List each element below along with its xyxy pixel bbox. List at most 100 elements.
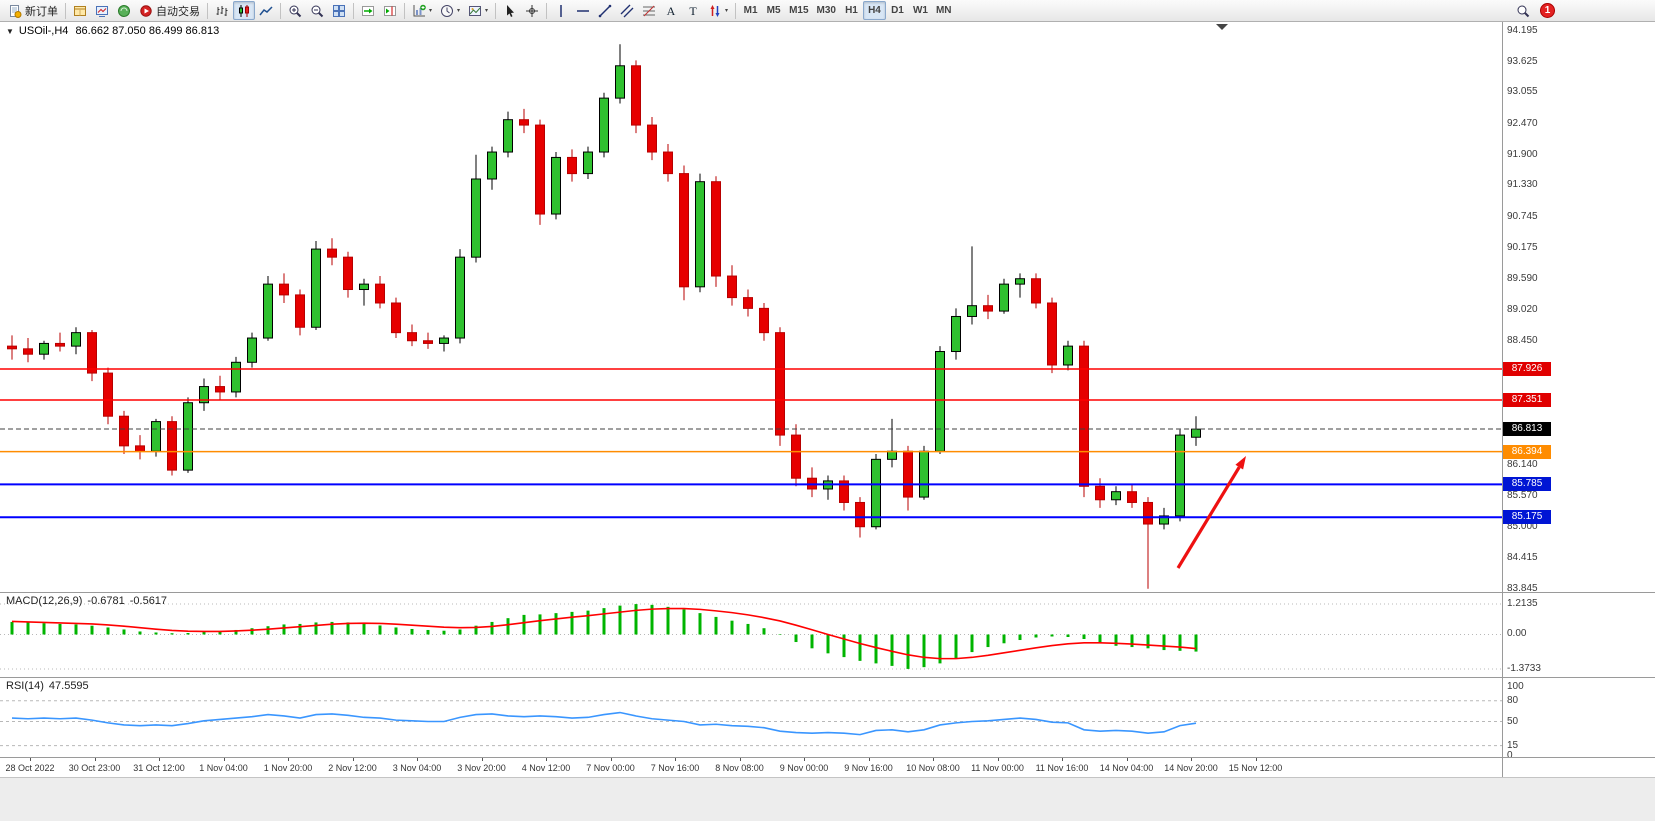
bull-candle — [439, 337, 449, 344]
navigator-button[interactable] — [113, 1, 135, 20]
macd-panel: MACD(12,26,9) -0.6781 -0.5617 1.2135 0.00 -1… — [0, 592, 1655, 677]
autotrade-icon — [139, 4, 153, 18]
bull-candle — [887, 450, 897, 460]
autotrade-button[interactable]: 自动交易 — [135, 1, 204, 20]
new-order-button-label: 新订单 — [25, 5, 58, 18]
auto-scroll-button[interactable] — [357, 1, 379, 20]
cursor-icon — [503, 4, 517, 18]
arrows-button[interactable]: ▾ — [704, 1, 732, 20]
time-axis-label: 4 Nov 12:00 — [521, 763, 571, 773]
trend-arrow-annotation[interactable] — [1176, 466, 1241, 569]
bear-candle — [167, 421, 177, 471]
bear-candle — [759, 307, 769, 334]
bear-candle — [519, 119, 529, 126]
bull-candle — [1063, 345, 1073, 366]
toolbar-separator — [280, 2, 281, 19]
toolbar-separator — [495, 2, 497, 19]
chart-shift-marker-icon[interactable] — [1216, 24, 1228, 30]
timeframe-button-m1[interactable]: M1 — [743, 5, 758, 16]
period-button[interactable]: ▾ — [436, 1, 464, 20]
chart-shift-button[interactable] — [379, 1, 401, 20]
bear-candle — [711, 181, 721, 277]
price-tag-85.175: 85.175 — [1503, 510, 1551, 525]
label-button[interactable]: T — [682, 1, 704, 20]
new-chart-button[interactable]: ▾ — [408, 1, 436, 20]
template-icon — [468, 4, 482, 18]
time-axis-tick — [417, 758, 418, 761]
timeframe-button-m15[interactable]: M15 — [789, 5, 809, 16]
timeframe-button-mn[interactable]: MN — [935, 5, 952, 16]
timeframe-button-h1[interactable]: H1 — [845, 5, 858, 16]
bear-candle — [407, 332, 417, 342]
vertical-line-icon — [554, 4, 568, 18]
text-button[interactable]: A — [660, 1, 682, 20]
rsi-axis-label: 15 — [1507, 739, 1519, 751]
time-axis-label: 1 Nov 04:00 — [199, 763, 248, 773]
time-axis-label: 31 Oct 12:00 — [133, 763, 185, 773]
time-axis-label: 2 Nov 12:00 — [328, 763, 377, 773]
timeframe-button-d1[interactable]: D1 — [891, 5, 904, 16]
bull-candle — [1175, 434, 1185, 517]
timeframe-button-m5[interactable]: M5 — [766, 5, 781, 16]
bull-candle — [583, 151, 593, 175]
price-chart — [0, 22, 1502, 592]
price-tag-85.785: 85.785 — [1503, 477, 1551, 492]
template-button[interactable]: ▾ — [464, 1, 492, 20]
macd-axis-label: 1.2135 — [1507, 598, 1538, 609]
new-order-button[interactable]: 新订单 — [4, 1, 62, 20]
crosshair-icon — [525, 4, 539, 18]
zoom-in-button[interactable] — [284, 1, 306, 20]
bear-candle — [327, 248, 337, 258]
time-axis-tick — [288, 758, 289, 761]
line-chart-button[interactable] — [255, 1, 277, 20]
time-axis-label: 30 Oct 23:00 — [68, 763, 121, 773]
timeframe-button-m30[interactable]: M30 — [816, 5, 836, 16]
timeframe-button-h4[interactable]: H4 — [862, 1, 886, 20]
price-axis-label: 83.845 — [1507, 583, 1538, 594]
time-axis-label: 3 Nov 04:00 — [392, 763, 442, 773]
cursor-button[interactable] — [499, 1, 521, 20]
bull-candle — [183, 402, 193, 471]
dropdown-arrow-icon: ▾ — [485, 8, 489, 14]
market-watch-button[interactable] — [91, 1, 113, 20]
rsi-chart — [0, 700, 1502, 747]
time-axis-tick — [30, 758, 31, 761]
bull-candle — [1015, 278, 1025, 285]
bear-candle — [1143, 501, 1153, 525]
fibonacci-button[interactable] — [638, 1, 660, 20]
candle-chart-button[interactable] — [233, 1, 255, 20]
macd-signal-line — [11, 607, 1197, 660]
alert-count-badge[interactable]: 1 — [1540, 3, 1555, 18]
toolbar-separator — [404, 2, 405, 19]
macd-main-value: -0.6781 — [87, 595, 125, 607]
tile-windows-button[interactable] — [328, 1, 350, 20]
fibonacci-icon — [642, 4, 656, 18]
timeframe-button-w1[interactable]: W1 — [912, 5, 928, 16]
data-window-button[interactable] — [69, 1, 91, 20]
rsi-axis-label: 100 — [1507, 681, 1524, 692]
vertical-line-button[interactable] — [550, 1, 572, 20]
bull-candle — [471, 178, 481, 258]
bar-chart-button[interactable] — [211, 1, 233, 20]
one-click-trading-arrow-icon[interactable]: ▼ — [6, 26, 14, 36]
new-chart-icon — [412, 4, 426, 18]
rsi-axis-label: 50 — [1507, 715, 1519, 727]
bear-candle — [839, 480, 849, 503]
horizontal-line-button[interactable] — [572, 1, 594, 20]
macd-signal-value: -0.5617 — [129, 595, 168, 607]
time-axis-tick — [1062, 758, 1063, 761]
trendline-button[interactable] — [594, 1, 616, 20]
time-axis-label: 9 Nov 00:00 — [779, 763, 829, 773]
time-axis-label: 7 Nov 16:00 — [650, 763, 700, 773]
bear-candle — [391, 302, 401, 334]
bear-candle — [1127, 491, 1137, 503]
channel-button[interactable] — [616, 1, 638, 20]
zoom-out-button[interactable] — [306, 1, 328, 20]
symbol-period-label: USOil-,H4 — [18, 25, 69, 37]
bear-candle — [135, 445, 145, 452]
search-button[interactable] — [1512, 1, 1534, 20]
bull-candle — [967, 305, 977, 317]
crosshair-button[interactable] — [521, 1, 543, 20]
bull-candle — [1191, 428, 1201, 438]
trendline-icon — [598, 4, 612, 18]
